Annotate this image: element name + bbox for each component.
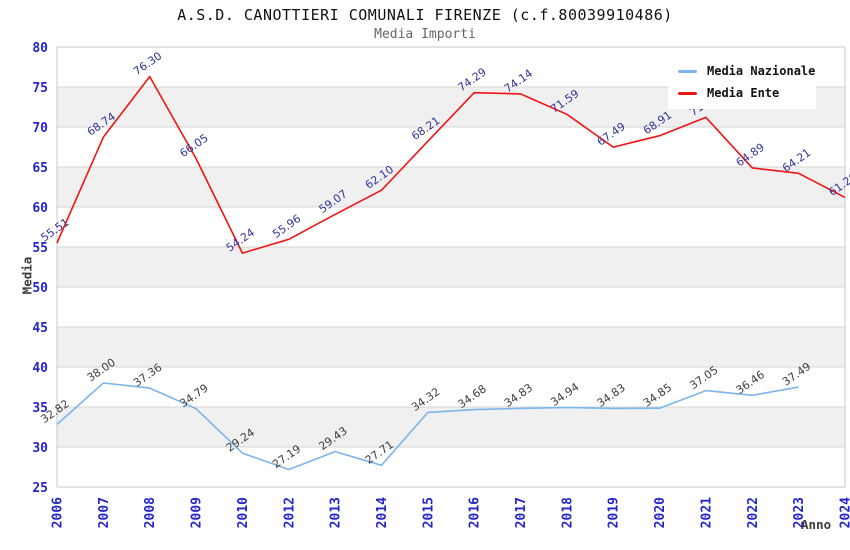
x-tick-label: 2006 [51, 497, 66, 528]
band [57, 407, 845, 447]
band [57, 247, 845, 287]
legend-item-media-nazionale: Media Nazionale [678, 64, 815, 78]
legend-label-nazionale: Media Nazionale [707, 64, 816, 78]
x-tick-label: 2021 [699, 497, 714, 528]
data-label: 76.30 [131, 49, 164, 78]
legend-label-ente: Media Ente [707, 86, 780, 100]
data-label: 36.46 [734, 368, 767, 397]
series-lines [56, 75, 846, 471]
x-tick-label: 2013 [329, 497, 344, 528]
y-tick-label: 75 [32, 81, 48, 96]
band [57, 327, 845, 367]
data-label: 34.83 [595, 381, 628, 410]
x-tick-label: 2014 [375, 497, 390, 528]
x-tick-label: 2016 [468, 497, 483, 528]
y-axis-title: Media [19, 256, 35, 295]
y-tick-label: 55 [32, 241, 48, 256]
data-label: 34.79 [177, 381, 210, 410]
y-tick-label: 70 [32, 121, 48, 136]
data-label: 55.96 [270, 212, 303, 241]
x-tick-label: 2017 [514, 497, 529, 528]
series-line-media-ente [56, 75, 846, 254]
x-tick-label: 2024 [839, 497, 850, 528]
legend: Media Nazionale Media Ente [668, 56, 816, 109]
x-tick-label: 2015 [421, 497, 436, 528]
x-tick-label: 2020 [653, 497, 668, 528]
y-tick-label: 60 [32, 201, 48, 216]
plot-border [56, 46, 846, 488]
x-tick-label: 2022 [746, 497, 761, 528]
data-label: 34.94 [548, 380, 581, 409]
chart-subtitle: Media Importi [374, 27, 476, 42]
series-line-media-nazionale [56, 382, 799, 471]
y-axis-tick-labels: 25 30 35 40 45 50 55 60 65 70 75 80 [32, 41, 48, 496]
gridlines [56, 46, 846, 488]
x-tick-label: 2009 [190, 497, 205, 528]
x-axis-title: Anno [801, 517, 832, 532]
x-tick-label: 2023 [792, 497, 807, 528]
x-axis-tick-labels: 2006 2007 2008 2009 2010 2012 2013 2014 2015 2016… [51, 497, 850, 528]
y-tick-label: 65 [32, 161, 48, 176]
background-bands [57, 87, 845, 447]
y-tick-label: 45 [32, 321, 48, 336]
legend-line-sample-ente [678, 91, 697, 95]
x-tick-label: 2007 [97, 497, 112, 528]
y-tick-label: 35 [32, 401, 48, 416]
x-tick-label: 2019 [607, 497, 622, 528]
y-tick-label: 30 [32, 441, 48, 456]
legend-item-media-ente: Media Ente [678, 86, 808, 100]
data-label: 34.83 [502, 381, 535, 410]
legend-line-sample-nazionale [678, 69, 697, 73]
x-tick-label: 2010 [236, 497, 251, 528]
y-tick-label: 25 [32, 481, 48, 496]
y-tick-label: 40 [32, 361, 48, 376]
x-tick-label: 2012 [282, 497, 297, 528]
y-tick-label: 50 [32, 281, 48, 296]
x-tick-label: 2008 [143, 497, 158, 528]
chart-title: A.S.D. CANOTTIERI COMUNALI FIRENZE (c.f.… [177, 6, 673, 24]
band [57, 167, 845, 207]
data-label: 37.05 [687, 363, 720, 392]
y-tick-label: 80 [32, 41, 48, 56]
x-tick-label: 2018 [560, 497, 575, 528]
